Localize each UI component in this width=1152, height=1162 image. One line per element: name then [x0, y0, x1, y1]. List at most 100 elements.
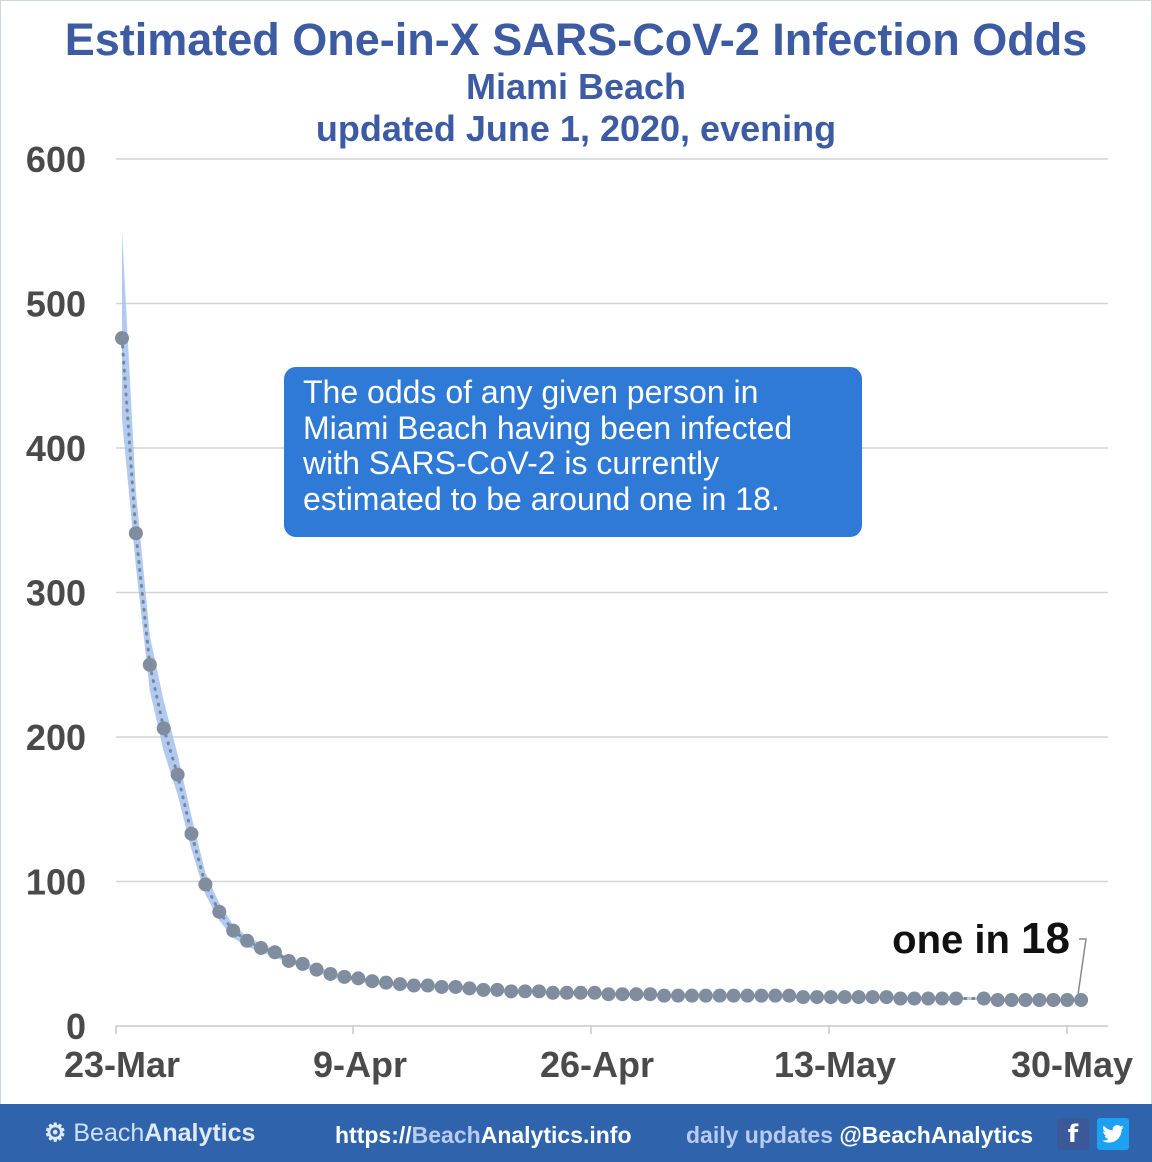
data-point — [170, 767, 185, 782]
data-point — [810, 990, 824, 1005]
data-point — [184, 826, 199, 841]
data-point — [1032, 992, 1047, 1007]
url-rest: Analytics.info — [480, 1122, 632, 1148]
data-point — [309, 962, 324, 977]
info-callout: The odds of any given person in Miami Be… — [284, 367, 862, 537]
twitter-handle[interactable]: @BeachAnalytics — [839, 1122, 1034, 1148]
annotation-label: one in 18 — [892, 914, 1070, 963]
url-light: Beach — [411, 1122, 481, 1148]
data-point — [532, 984, 546, 999]
data-point — [823, 990, 838, 1005]
data-point — [726, 988, 741, 1003]
data-point — [406, 978, 421, 993]
data-point — [1060, 992, 1075, 1007]
callout-line: with SARS-CoV-2 is currently — [303, 445, 720, 481]
chart-subtitle: Miami Beach — [465, 66, 687, 107]
data-point — [115, 331, 129, 346]
data-point — [865, 990, 880, 1005]
y-tick-label: 300 — [26, 573, 86, 614]
brand-logo[interactable]: ⚙ BeachAnalytics — [44, 1118, 255, 1148]
data-point — [254, 940, 268, 955]
data-point — [393, 977, 407, 992]
data-point — [740, 988, 755, 1003]
data-point — [796, 990, 811, 1005]
data-point — [671, 988, 685, 1003]
data-point — [504, 984, 519, 999]
data-point — [337, 969, 352, 984]
data-point — [629, 987, 644, 1002]
twitter-icon[interactable] — [1097, 1118, 1129, 1150]
odds-chart: 0 100 200 300 400 500 600 23-Mar 9-Apr 26-Apr 13-M… — [26, 139, 1133, 1085]
updated-date: updated June 1, 2020, evening — [315, 108, 837, 149]
data-point — [351, 971, 366, 986]
data-point — [142, 657, 157, 672]
x-tick-label: 23-Mar — [64, 1044, 180, 1085]
data-point — [240, 933, 255, 948]
data-point — [851, 990, 866, 1005]
callout-line: The odds of any given person in — [303, 374, 759, 410]
data-point — [128, 526, 143, 541]
data-point — [156, 721, 171, 736]
data-point — [448, 979, 463, 994]
annotation-leader — [1077, 938, 1087, 995]
data-point — [198, 877, 213, 892]
url-prefix: https:// — [335, 1122, 412, 1148]
chart-header: Estimated One-in-X SARS-CoV-2 Infection … — [0, 14, 1152, 150]
y-tick-label: 600 — [26, 139, 86, 180]
data-point — [907, 991, 922, 1006]
data-point — [754, 988, 769, 1003]
y-tick-label: 200 — [26, 717, 86, 758]
x-tick-label: 9-Apr — [313, 1044, 407, 1085]
data-point — [490, 982, 505, 997]
daily-label: daily updates — [686, 1122, 840, 1148]
data-point — [643, 987, 658, 1002]
data-point — [573, 985, 588, 1000]
x-tick-label: 13-May — [774, 1044, 896, 1085]
data-point — [615, 987, 630, 1002]
data-point — [684, 988, 699, 1003]
brand-light: Beach — [73, 1119, 145, 1147]
data-point — [949, 991, 963, 1006]
callout-line: Miami Beach having been infected — [303, 409, 793, 446]
data-point — [462, 981, 477, 996]
data-point — [559, 985, 574, 1000]
data-point — [476, 982, 491, 997]
data-point — [1046, 992, 1061, 1007]
data-point — [768, 988, 783, 1003]
data-point — [226, 923, 241, 938]
data-point — [434, 979, 449, 994]
data-point — [657, 988, 672, 1003]
confidence-band — [122, 231, 1082, 1002]
data-point — [587, 985, 602, 1000]
data-point — [1074, 992, 1089, 1007]
x-tick-label: 30-May — [1011, 1044, 1133, 1085]
y-tick-label: 0 — [66, 1006, 86, 1047]
data-point — [782, 988, 797, 1003]
data-point — [935, 991, 950, 1006]
annotation-value: 18 — [1021, 914, 1070, 963]
data-point — [323, 966, 338, 981]
callout-line: estimated to be around one in 18. — [303, 480, 780, 517]
website-link[interactable]: https://BeachAnalytics.info — [335, 1122, 632, 1149]
facebook-icon[interactable]: f — [1057, 1118, 1089, 1150]
data-point — [879, 990, 894, 1005]
data-point — [295, 956, 310, 971]
data-point — [281, 953, 296, 968]
y-tick-label: 400 — [26, 428, 86, 469]
data-point — [698, 988, 713, 1003]
data-point — [837, 990, 852, 1005]
x-tick-label: 26-Apr — [540, 1044, 654, 1085]
annotation-prefix: one in — [892, 918, 1021, 962]
data-point — [893, 991, 908, 1006]
data-point — [1018, 992, 1033, 1007]
chart-title: Estimated One-in-X SARS-CoV-2 Infection … — [64, 14, 1088, 65]
data-point — [379, 975, 394, 990]
data-point — [267, 945, 282, 960]
footer-bar: ⚙ BeachAnalytics https://BeachAnalytics.… — [0, 1104, 1152, 1162]
brand-bold: Analytics — [144, 1119, 256, 1147]
y-tick-label: 500 — [26, 284, 86, 325]
data-point — [1004, 992, 1019, 1007]
y-tick-label: 100 — [26, 862, 86, 903]
data-point — [365, 974, 380, 989]
data-point — [921, 991, 936, 1006]
